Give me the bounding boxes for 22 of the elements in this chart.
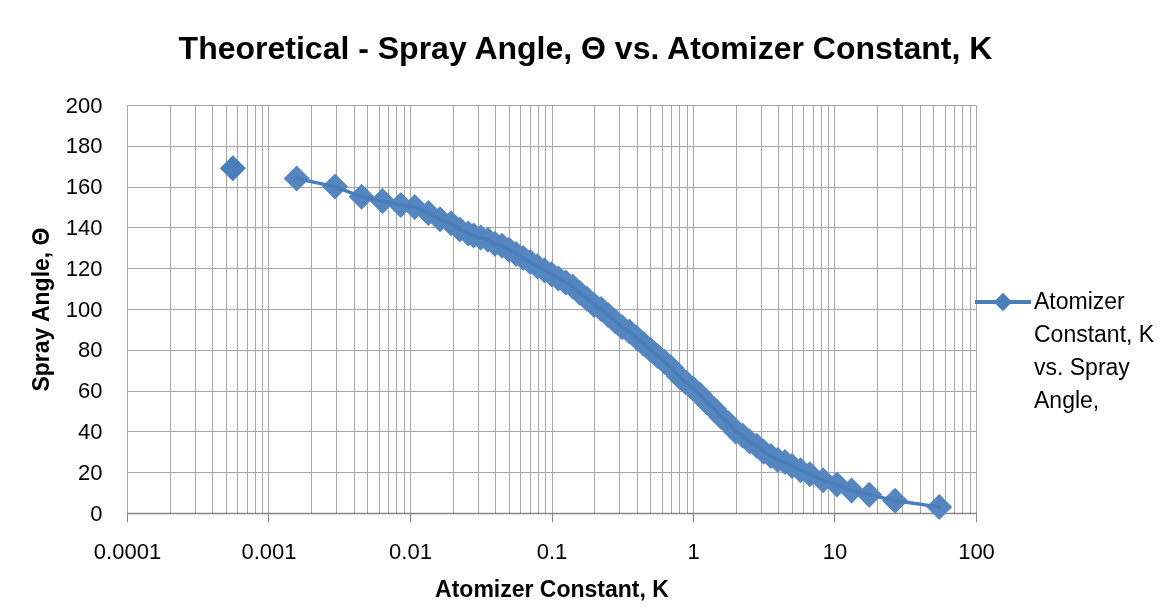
legend-label: Atomizer Constant, K vs. Spray Angle, [1034, 288, 1155, 413]
y-tick-label: 80 [78, 337, 103, 363]
x-tick-label: 1 [687, 538, 700, 564]
y-tick-label: 40 [78, 418, 103, 444]
x-tick-label: 0.0001 [93, 538, 162, 564]
y-tick-label: 120 [65, 255, 103, 281]
y-tick-label: 200 [65, 92, 103, 118]
y-axis-title: Spray Angle, Θ [27, 227, 54, 392]
y-tick-label: 180 [65, 133, 103, 159]
x-tick-label: 100 [958, 538, 995, 564]
y-tick-label: 160 [65, 174, 103, 200]
y-tick-label: 140 [65, 214, 103, 240]
y-tick-label: 0 [90, 500, 103, 526]
x-tick-label: 10 [822, 538, 848, 564]
y-tick-label: 60 [78, 378, 103, 404]
y-tick-label: 100 [65, 296, 103, 322]
x-tick-label: 0.01 [389, 538, 432, 564]
x-tick-label: 0.1 [536, 538, 568, 564]
x-tick-label: 0.001 [241, 538, 297, 564]
x-axis-title: Atomizer Constant, K [435, 575, 670, 602]
y-tick-label: 20 [78, 459, 103, 485]
chart-title: Theoretical - Spray Angle, Θ vs. Atomizer Constant, K [178, 30, 993, 66]
